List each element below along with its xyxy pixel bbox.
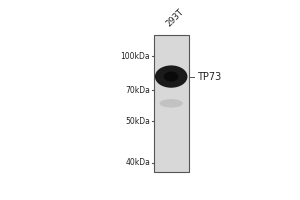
Text: TP73: TP73 (197, 72, 221, 82)
Ellipse shape (164, 72, 178, 82)
Text: 50kDa: 50kDa (125, 117, 150, 126)
Ellipse shape (159, 68, 183, 85)
Text: 293T: 293T (165, 7, 186, 29)
Bar (154, 35, 189, 172)
Text: 40kDa: 40kDa (125, 158, 150, 167)
Text: 70kDa: 70kDa (125, 86, 150, 95)
Ellipse shape (160, 99, 183, 108)
Ellipse shape (155, 65, 188, 88)
Text: 100kDa: 100kDa (121, 52, 150, 61)
